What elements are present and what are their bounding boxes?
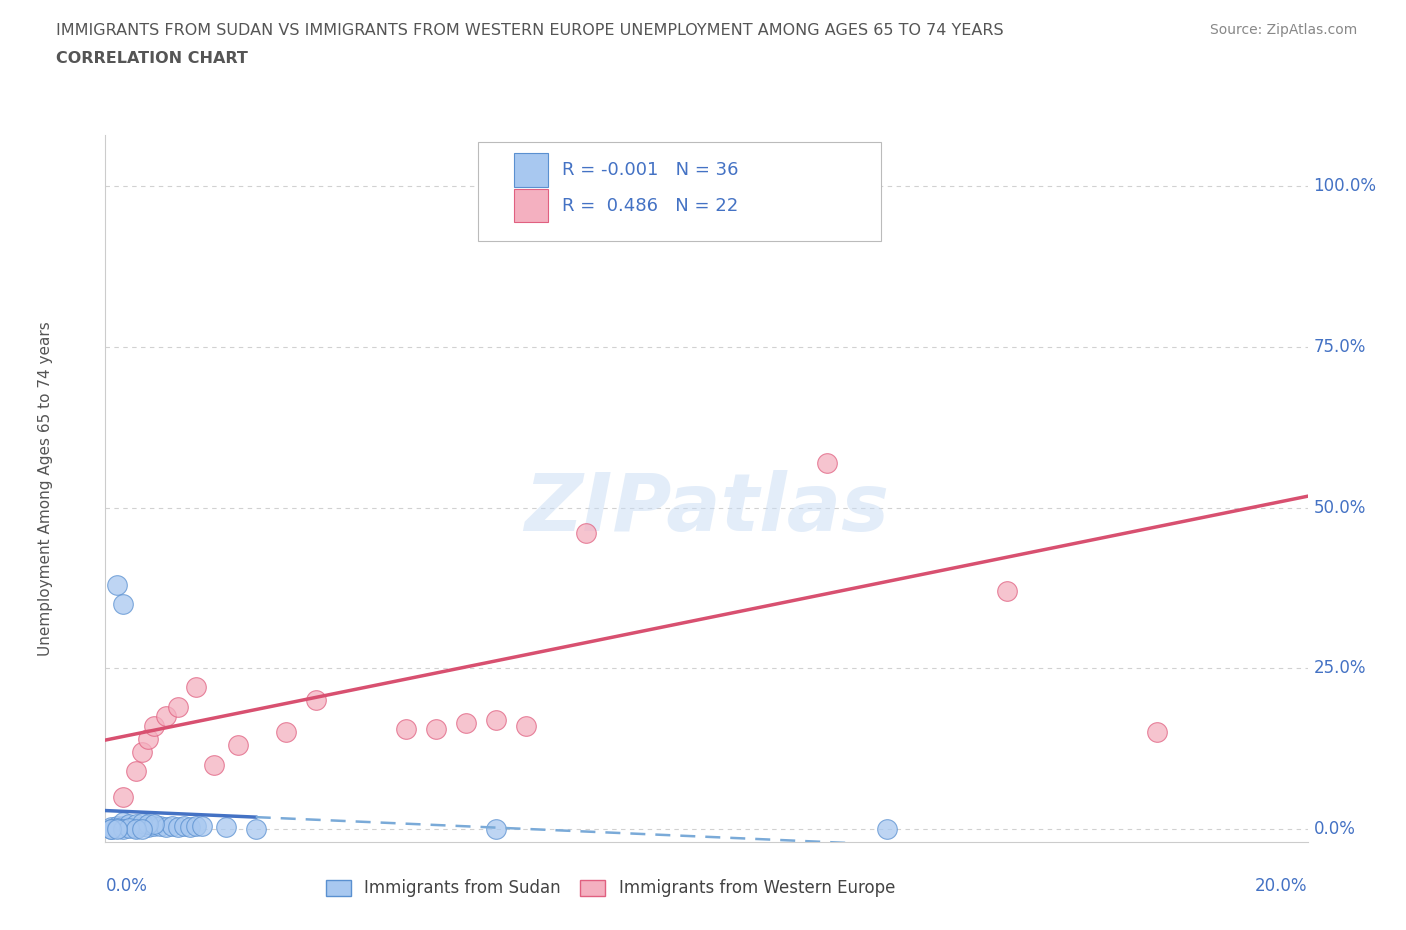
Point [112, 815, 135, 830]
FancyBboxPatch shape [515, 189, 548, 222]
Text: ZIPatlas: ZIPatlas [524, 471, 889, 549]
Point [454, 715, 477, 730]
Point [214, 819, 236, 834]
Point [136, 817, 159, 831]
Point [142, 817, 165, 831]
Point [395, 722, 418, 737]
Point [136, 819, 159, 834]
Point [100, 819, 122, 834]
Point [100, 821, 122, 836]
Point [118, 820, 141, 835]
Point [815, 455, 838, 470]
Text: R = -0.001   N = 36: R = -0.001 N = 36 [562, 161, 738, 179]
Point [100, 821, 122, 836]
Point [166, 819, 188, 834]
Point [118, 817, 141, 831]
Point [245, 821, 267, 836]
Point [124, 821, 146, 836]
Point [166, 699, 188, 714]
Point [131, 816, 153, 830]
Point [112, 596, 135, 611]
Text: CORRELATION CHART: CORRELATION CHART [56, 51, 247, 66]
Point [107, 818, 129, 833]
Point [485, 821, 508, 836]
Point [131, 821, 153, 836]
FancyBboxPatch shape [515, 153, 548, 187]
Point [876, 821, 898, 836]
Point [124, 817, 146, 831]
Point [136, 731, 159, 746]
Point [425, 722, 447, 737]
Point [124, 820, 146, 835]
Point [274, 725, 297, 740]
Point [142, 719, 165, 734]
Point [124, 764, 146, 778]
Point [575, 525, 598, 540]
Text: 75.0%: 75.0% [1313, 338, 1367, 356]
Point [226, 737, 249, 752]
FancyBboxPatch shape [478, 142, 880, 241]
Point [202, 757, 225, 772]
Point [575, 179, 598, 193]
Text: Unemployment Among Ages 65 to 74 years: Unemployment Among Ages 65 to 74 years [38, 321, 53, 656]
Point [112, 821, 135, 836]
Point [148, 818, 170, 833]
Text: 0.0%: 0.0% [105, 877, 148, 895]
Point [112, 790, 135, 804]
Point [173, 818, 195, 833]
Text: 50.0%: 50.0% [1313, 498, 1367, 516]
Text: IMMIGRANTS FROM SUDAN VS IMMIGRANTS FROM WESTERN EUROPE UNEMPLOYMENT AMONG AGES : IMMIGRANTS FROM SUDAN VS IMMIGRANTS FROM… [56, 23, 1004, 38]
Text: R =  0.486   N = 22: R = 0.486 N = 22 [562, 196, 738, 215]
Point [112, 818, 135, 833]
Point [107, 578, 129, 592]
Point [155, 819, 177, 834]
Point [131, 744, 153, 759]
Point [1146, 725, 1168, 740]
Point [190, 818, 212, 833]
Text: 0.0%: 0.0% [1313, 820, 1355, 838]
Point [485, 712, 508, 727]
Text: 25.0%: 25.0% [1313, 659, 1367, 677]
Point [155, 709, 177, 724]
Point [305, 693, 328, 708]
Point [131, 818, 153, 833]
Point [184, 818, 207, 833]
Point [184, 680, 207, 695]
Text: 20.0%: 20.0% [1256, 877, 1308, 895]
Legend: Immigrants from Sudan, Immigrants from Western Europe: Immigrants from Sudan, Immigrants from W… [319, 872, 901, 904]
Point [160, 818, 183, 833]
Point [179, 819, 201, 834]
Point [107, 820, 129, 835]
Point [118, 819, 141, 834]
Point [515, 719, 537, 734]
Text: Source: ZipAtlas.com: Source: ZipAtlas.com [1209, 23, 1357, 37]
Point [107, 821, 129, 836]
Text: 100.0%: 100.0% [1313, 178, 1376, 195]
Point [142, 818, 165, 833]
Point [995, 584, 1018, 599]
